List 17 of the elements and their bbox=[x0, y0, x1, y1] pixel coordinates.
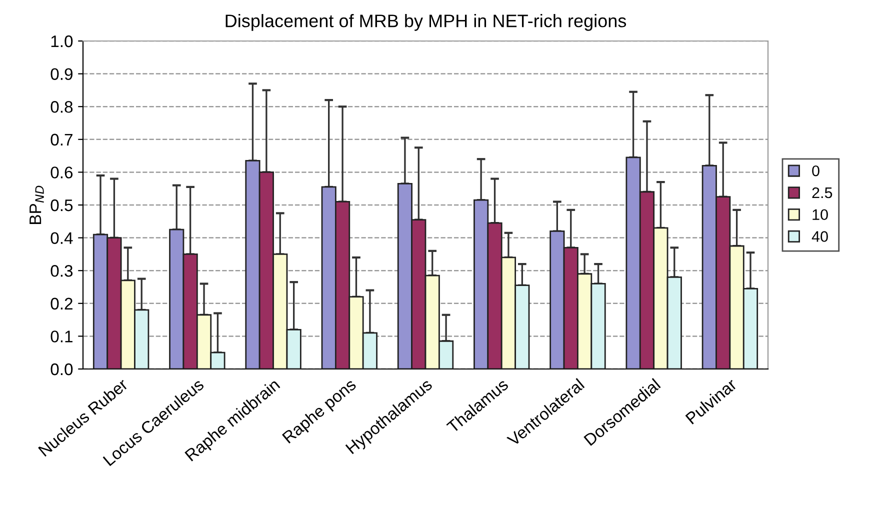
legend-label: 0 bbox=[812, 165, 820, 176]
y-tick-label: 0.0 bbox=[50, 363, 73, 376]
y-tick-label: 0.7 bbox=[50, 134, 72, 146]
legend-label: 40 bbox=[812, 231, 828, 242]
y-tick-label: 0.6 bbox=[50, 166, 73, 178]
y-tick-label: 0.5 bbox=[50, 199, 73, 212]
y-tick-label: 0.3 bbox=[50, 265, 73, 277]
y-tick-label: 0.9 bbox=[50, 68, 72, 80]
y-tick-label: 0.1 bbox=[50, 330, 72, 342]
y-tick-label: 0.8 bbox=[50, 101, 73, 113]
y-tick-label: 0.4 bbox=[50, 232, 73, 244]
y-axis-title: BP$_{ND}$ bbox=[30, 186, 44, 224]
y-tick-label: 0.2 bbox=[50, 298, 72, 310]
chart-title: Displacement of MRB by MPH in NET-rich regions bbox=[226, 14, 626, 31]
y-tick-label: 1.0 bbox=[51, 35, 73, 48]
legend-label: 2.5 bbox=[812, 187, 832, 198]
legend-label: 10 bbox=[812, 209, 828, 220]
